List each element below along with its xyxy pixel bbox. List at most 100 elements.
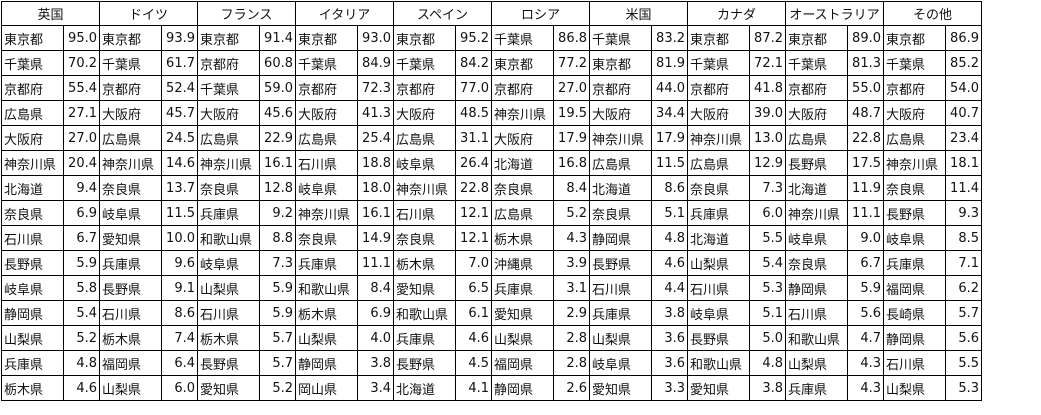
prefecture-cell[interactable]: 山梨県: [785, 350, 848, 376]
value-cell[interactable]: 4.6: [651, 250, 688, 276]
prefecture-cell[interactable]: 和歌山県: [687, 350, 750, 376]
prefecture-cell[interactable]: 千葉県: [1, 50, 64, 76]
prefecture-cell[interactable]: 大阪府: [295, 100, 358, 126]
value-cell[interactable]: 13.7: [161, 175, 198, 201]
prefecture-cell[interactable]: 京都府: [197, 50, 260, 76]
value-cell[interactable]: 3.1: [553, 275, 590, 301]
value-cell[interactable]: 5.4: [749, 250, 786, 276]
value-cell[interactable]: 7.4: [161, 325, 198, 351]
prefecture-cell[interactable]: 京都府: [785, 75, 848, 101]
prefecture-cell[interactable]: 大阪府: [197, 100, 260, 126]
value-cell[interactable]: 41.8: [749, 75, 786, 101]
prefecture-cell[interactable]: 愛知県: [197, 375, 260, 401]
column-header[interactable]: 米国: [589, 1, 688, 26]
value-cell[interactable]: 48.5: [455, 100, 492, 126]
value-cell[interactable]: 5.5: [749, 225, 786, 251]
prefecture-cell[interactable]: 岐阜県: [99, 200, 162, 226]
prefecture-cell[interactable]: 大阪府: [1, 125, 64, 151]
value-cell[interactable]: 4.8: [651, 225, 688, 251]
prefecture-cell[interactable]: 北海道: [393, 375, 456, 401]
prefecture-cell[interactable]: 岐阜県: [687, 300, 750, 326]
prefecture-cell[interactable]: 岐阜県: [197, 250, 260, 276]
value-cell[interactable]: 4.1: [455, 375, 492, 401]
prefecture-cell[interactable]: 石川県: [295, 150, 358, 176]
value-cell[interactable]: 4.6: [63, 375, 100, 401]
prefecture-cell[interactable]: 栃木県: [295, 300, 358, 326]
value-cell[interactable]: 59.0: [259, 75, 296, 101]
prefecture-cell[interactable]: 神奈川県: [687, 125, 750, 151]
value-cell[interactable]: 18.1: [945, 150, 982, 176]
prefecture-cell[interactable]: 奈良県: [785, 250, 848, 276]
prefecture-cell[interactable]: 奈良県: [491, 175, 554, 201]
value-cell[interactable]: 8.4: [357, 275, 394, 301]
prefecture-cell[interactable]: 広島県: [491, 200, 554, 226]
value-cell[interactable]: 87.2: [749, 25, 786, 51]
prefecture-cell[interactable]: 奈良県: [589, 200, 652, 226]
prefecture-cell[interactable]: 山梨県: [687, 250, 750, 276]
value-cell[interactable]: 17.5: [847, 150, 884, 176]
value-cell[interactable]: 6.9: [63, 200, 100, 226]
value-cell[interactable]: 5.9: [259, 275, 296, 301]
value-cell[interactable]: 27.1: [63, 100, 100, 126]
prefecture-cell[interactable]: 千葉県: [687, 50, 750, 76]
value-cell[interactable]: 54.0: [945, 75, 982, 101]
value-cell[interactable]: 16.1: [357, 200, 394, 226]
prefecture-cell[interactable]: 栃木県: [393, 250, 456, 276]
value-cell[interactable]: 4.7: [847, 325, 884, 351]
value-cell[interactable]: 9.3: [945, 200, 982, 226]
value-cell[interactable]: 6.0: [749, 200, 786, 226]
prefecture-cell[interactable]: 栃木県: [491, 225, 554, 251]
prefecture-cell[interactable]: 奈良県: [197, 175, 260, 201]
value-cell[interactable]: 12.9: [749, 150, 786, 176]
value-cell[interactable]: 91.4: [259, 25, 296, 51]
prefecture-cell[interactable]: 東京都: [99, 25, 162, 51]
value-cell[interactable]: 4.3: [553, 225, 590, 251]
prefecture-cell[interactable]: 千葉県: [785, 50, 848, 76]
value-cell[interactable]: 5.9: [259, 300, 296, 326]
prefecture-cell[interactable]: 京都府: [687, 75, 750, 101]
value-cell[interactable]: 5.2: [259, 375, 296, 401]
value-cell[interactable]: 48.7: [847, 100, 884, 126]
prefecture-cell[interactable]: 神奈川県: [785, 200, 848, 226]
prefecture-cell[interactable]: 愛知県: [491, 300, 554, 326]
value-cell[interactable]: 95.2: [455, 25, 492, 51]
value-cell[interactable]: 3.8: [651, 300, 688, 326]
value-cell[interactable]: 11.9: [847, 175, 884, 201]
prefecture-cell[interactable]: 京都府: [491, 75, 554, 101]
value-cell[interactable]: 9.4: [63, 175, 100, 201]
prefecture-cell[interactable]: 福岡県: [491, 350, 554, 376]
prefecture-cell[interactable]: 兵庫県: [99, 250, 162, 276]
value-cell[interactable]: 86.8: [553, 25, 590, 51]
value-cell[interactable]: 55.4: [63, 75, 100, 101]
prefecture-cell[interactable]: 静岡県: [883, 325, 946, 351]
value-cell[interactable]: 41.3: [357, 100, 394, 126]
prefecture-cell[interactable]: 千葉県: [393, 50, 456, 76]
value-cell[interactable]: 11.1: [357, 250, 394, 276]
value-cell[interactable]: 6.4: [161, 350, 198, 376]
value-cell[interactable]: 89.0: [847, 25, 884, 51]
value-cell[interactable]: 23.4: [945, 125, 982, 151]
value-cell[interactable]: 4.4: [651, 275, 688, 301]
prefecture-cell[interactable]: 神奈川県: [491, 100, 554, 126]
prefecture-cell[interactable]: 石川県: [393, 200, 456, 226]
value-cell[interactable]: 22.9: [259, 125, 296, 151]
value-cell[interactable]: 14.6: [161, 150, 198, 176]
value-cell[interactable]: 7.1: [945, 250, 982, 276]
column-header[interactable]: イタリア: [295, 1, 394, 26]
prefecture-cell[interactable]: 東京都: [295, 25, 358, 51]
value-cell[interactable]: 86.9: [945, 25, 982, 51]
value-cell[interactable]: 4.8: [63, 350, 100, 376]
prefecture-cell[interactable]: 大阪府: [393, 100, 456, 126]
prefecture-cell[interactable]: 京都府: [589, 75, 652, 101]
value-cell[interactable]: 7.0: [455, 250, 492, 276]
value-cell[interactable]: 20.4: [63, 150, 100, 176]
value-cell[interactable]: 3.6: [651, 350, 688, 376]
prefecture-cell[interactable]: 兵庫県: [295, 250, 358, 276]
value-cell[interactable]: 3.8: [749, 375, 786, 401]
value-cell[interactable]: 9.1: [161, 275, 198, 301]
value-cell[interactable]: 55.0: [847, 75, 884, 101]
prefecture-cell[interactable]: 大阪府: [883, 100, 946, 126]
prefecture-cell[interactable]: 千葉県: [99, 50, 162, 76]
prefecture-cell[interactable]: 岐阜県: [393, 150, 456, 176]
column-header[interactable]: オーストラリア: [785, 1, 884, 26]
